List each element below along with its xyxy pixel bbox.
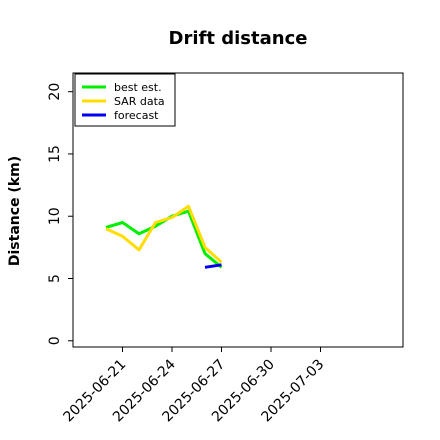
y-tick-label-4: 20 <box>47 83 63 101</box>
series-line-sar-data <box>105 204 223 264</box>
y-tick-label-3: 15 <box>47 145 63 163</box>
plot-frame <box>72 72 404 348</box>
series-lines <box>105 204 223 269</box>
series-line-forecast <box>204 263 222 269</box>
y-tick-label-2: 10 <box>47 207 63 225</box>
y-tick-label-1: 5 <box>47 274 63 283</box>
y-axis-label: Distance (km) <box>7 156 23 266</box>
legend-label-2: forecast <box>114 109 159 122</box>
legend-label-0: best est. <box>114 81 162 94</box>
x-axis: 2025-06-212025-06-242025-06-272025-06-30… <box>60 347 327 425</box>
legend-label-1: SAR data <box>114 95 165 108</box>
y-axis: 0 5 10 15 20 <box>47 83 73 345</box>
y-tick-label-0: 0 <box>47 336 63 345</box>
chart-title: Drift distance <box>169 28 308 49</box>
